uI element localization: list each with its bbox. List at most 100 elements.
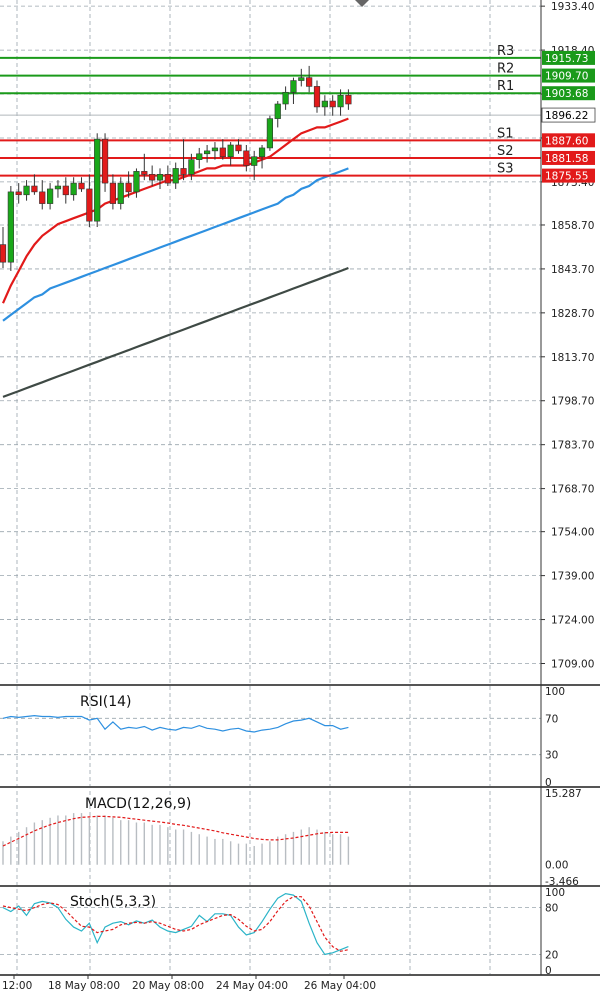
candle-body	[133, 171, 140, 193]
time-tick-label: 18 May 08:00	[48, 980, 120, 992]
rsi-tick-label: 70	[545, 713, 558, 725]
candle-body	[0, 244, 7, 263]
candle-body	[227, 144, 234, 158]
rsi-tick-label: 100	[545, 686, 565, 698]
level-price-tag	[542, 133, 595, 148]
time-tick-label: 24 May 04:00	[216, 980, 288, 992]
level-price-text: 1875.55	[545, 171, 588, 183]
stoch-tick-label: 0	[545, 965, 552, 977]
level-label-s1: S1	[497, 126, 514, 141]
price-tick-label: 1739.00	[551, 571, 594, 583]
rsi-tick-label: 30	[545, 750, 558, 762]
candle-body	[219, 147, 226, 158]
time-tick-label: 26 May 04:00	[304, 980, 376, 992]
stoch-tick-label: 80	[545, 903, 558, 915]
candle-body	[321, 100, 328, 108]
price-tick-label: 1724.00	[551, 615, 594, 627]
macd-tick-label: -3.466	[545, 876, 579, 888]
candle-body	[164, 173, 171, 184]
level-price-tag	[542, 150, 595, 165]
price-tick-label: 1858.70	[551, 220, 594, 232]
stoch-d-line	[2, 896, 349, 952]
time-tick-label: 12:00	[2, 980, 32, 992]
level-price-text: 1887.60	[545, 135, 588, 147]
candle-body	[258, 147, 266, 158]
stoch-tick-label: 100	[545, 887, 565, 899]
candle-body	[204, 150, 211, 155]
candle-body	[46, 188, 54, 204]
level-label-r1: R1	[497, 79, 514, 94]
candle-body	[62, 185, 69, 196]
candle-body	[94, 138, 101, 222]
candle-body	[266, 118, 274, 149]
moving-average-line	[2, 266, 349, 398]
candle-body	[70, 182, 77, 196]
level-price-tag	[542, 86, 595, 101]
level-label-r2: R2	[497, 62, 514, 77]
moving-average-layer	[1, 117, 349, 398]
price-tick-label: 1933.40	[551, 1, 594, 13]
level-label-s3: S3	[497, 162, 514, 177]
candle-body	[196, 153, 203, 160]
candle-body	[7, 191, 14, 263]
level-price-text: 1909.70	[545, 71, 588, 83]
label-layer: 1933.401918.401903.401888.401873.401858.…	[2, 1, 596, 992]
candle-body	[23, 185, 30, 196]
price-tick-label: 1798.70	[551, 396, 594, 408]
macd-tick-label: 0.00	[545, 860, 568, 872]
rsi-line	[2, 714, 349, 733]
candle-body	[101, 138, 109, 184]
candle-body	[117, 182, 124, 204]
level-price-text: 1881.58	[545, 153, 588, 165]
price-tick-label: 1783.70	[551, 440, 594, 452]
time-tick-label: 20 May 08:00	[132, 980, 204, 992]
level-price-text: 1915.73	[545, 53, 588, 65]
price-tick-label: 1828.70	[551, 308, 594, 320]
level-price-text: 1903.68	[545, 88, 588, 100]
macd-title: MACD(12,26,9)	[85, 796, 191, 812]
rsi-tick-label: 0	[545, 777, 552, 789]
candle-body	[298, 77, 305, 81]
candle-body	[337, 94, 344, 108]
candle-body	[86, 188, 93, 222]
candle-body	[274, 103, 281, 119]
frame-layer	[0, 0, 600, 979]
candle-body	[15, 191, 22, 196]
candle-body	[141, 171, 148, 175]
level-label-r3: R3	[497, 44, 514, 59]
level-price-tag	[542, 168, 595, 183]
chart-shift-marker-icon	[355, 0, 369, 7]
candle-body	[329, 100, 336, 108]
candle-body	[211, 147, 219, 152]
candle-body	[109, 182, 116, 204]
candle-body	[156, 173, 164, 181]
candle-body	[172, 168, 179, 184]
candle-body	[251, 156, 258, 166]
price-tick-label: 1843.70	[551, 264, 594, 276]
support-resistance-layer	[0, 56, 541, 177]
level-label-s2: S2	[497, 144, 514, 159]
rsi-title: RSI(14)	[80, 694, 131, 710]
price-tick-label: 1754.00	[551, 527, 594, 539]
price-tick-label: 1768.70	[551, 484, 594, 496]
level-price-tag	[542, 68, 595, 83]
level-price-tag	[542, 50, 595, 65]
candle-body	[345, 94, 352, 105]
price-tick-label: 1813.70	[551, 352, 594, 364]
candle-body	[54, 185, 62, 190]
stoch-tick-label: 20	[545, 949, 558, 961]
candle-body	[31, 185, 38, 193]
candle-body	[180, 168, 187, 175]
candle-body	[243, 150, 250, 166]
candle-body	[313, 86, 321, 108]
candle-body	[290, 80, 297, 93]
current-price-tag	[541, 107, 596, 123]
candle-body	[149, 173, 156, 181]
candle-body	[282, 91, 289, 105]
stoch-title: Stoch(5,3,3)	[70, 894, 156, 910]
candle-body	[188, 159, 195, 175]
current-price-text: 1896.22	[545, 110, 588, 122]
candle-body	[39, 191, 46, 204]
